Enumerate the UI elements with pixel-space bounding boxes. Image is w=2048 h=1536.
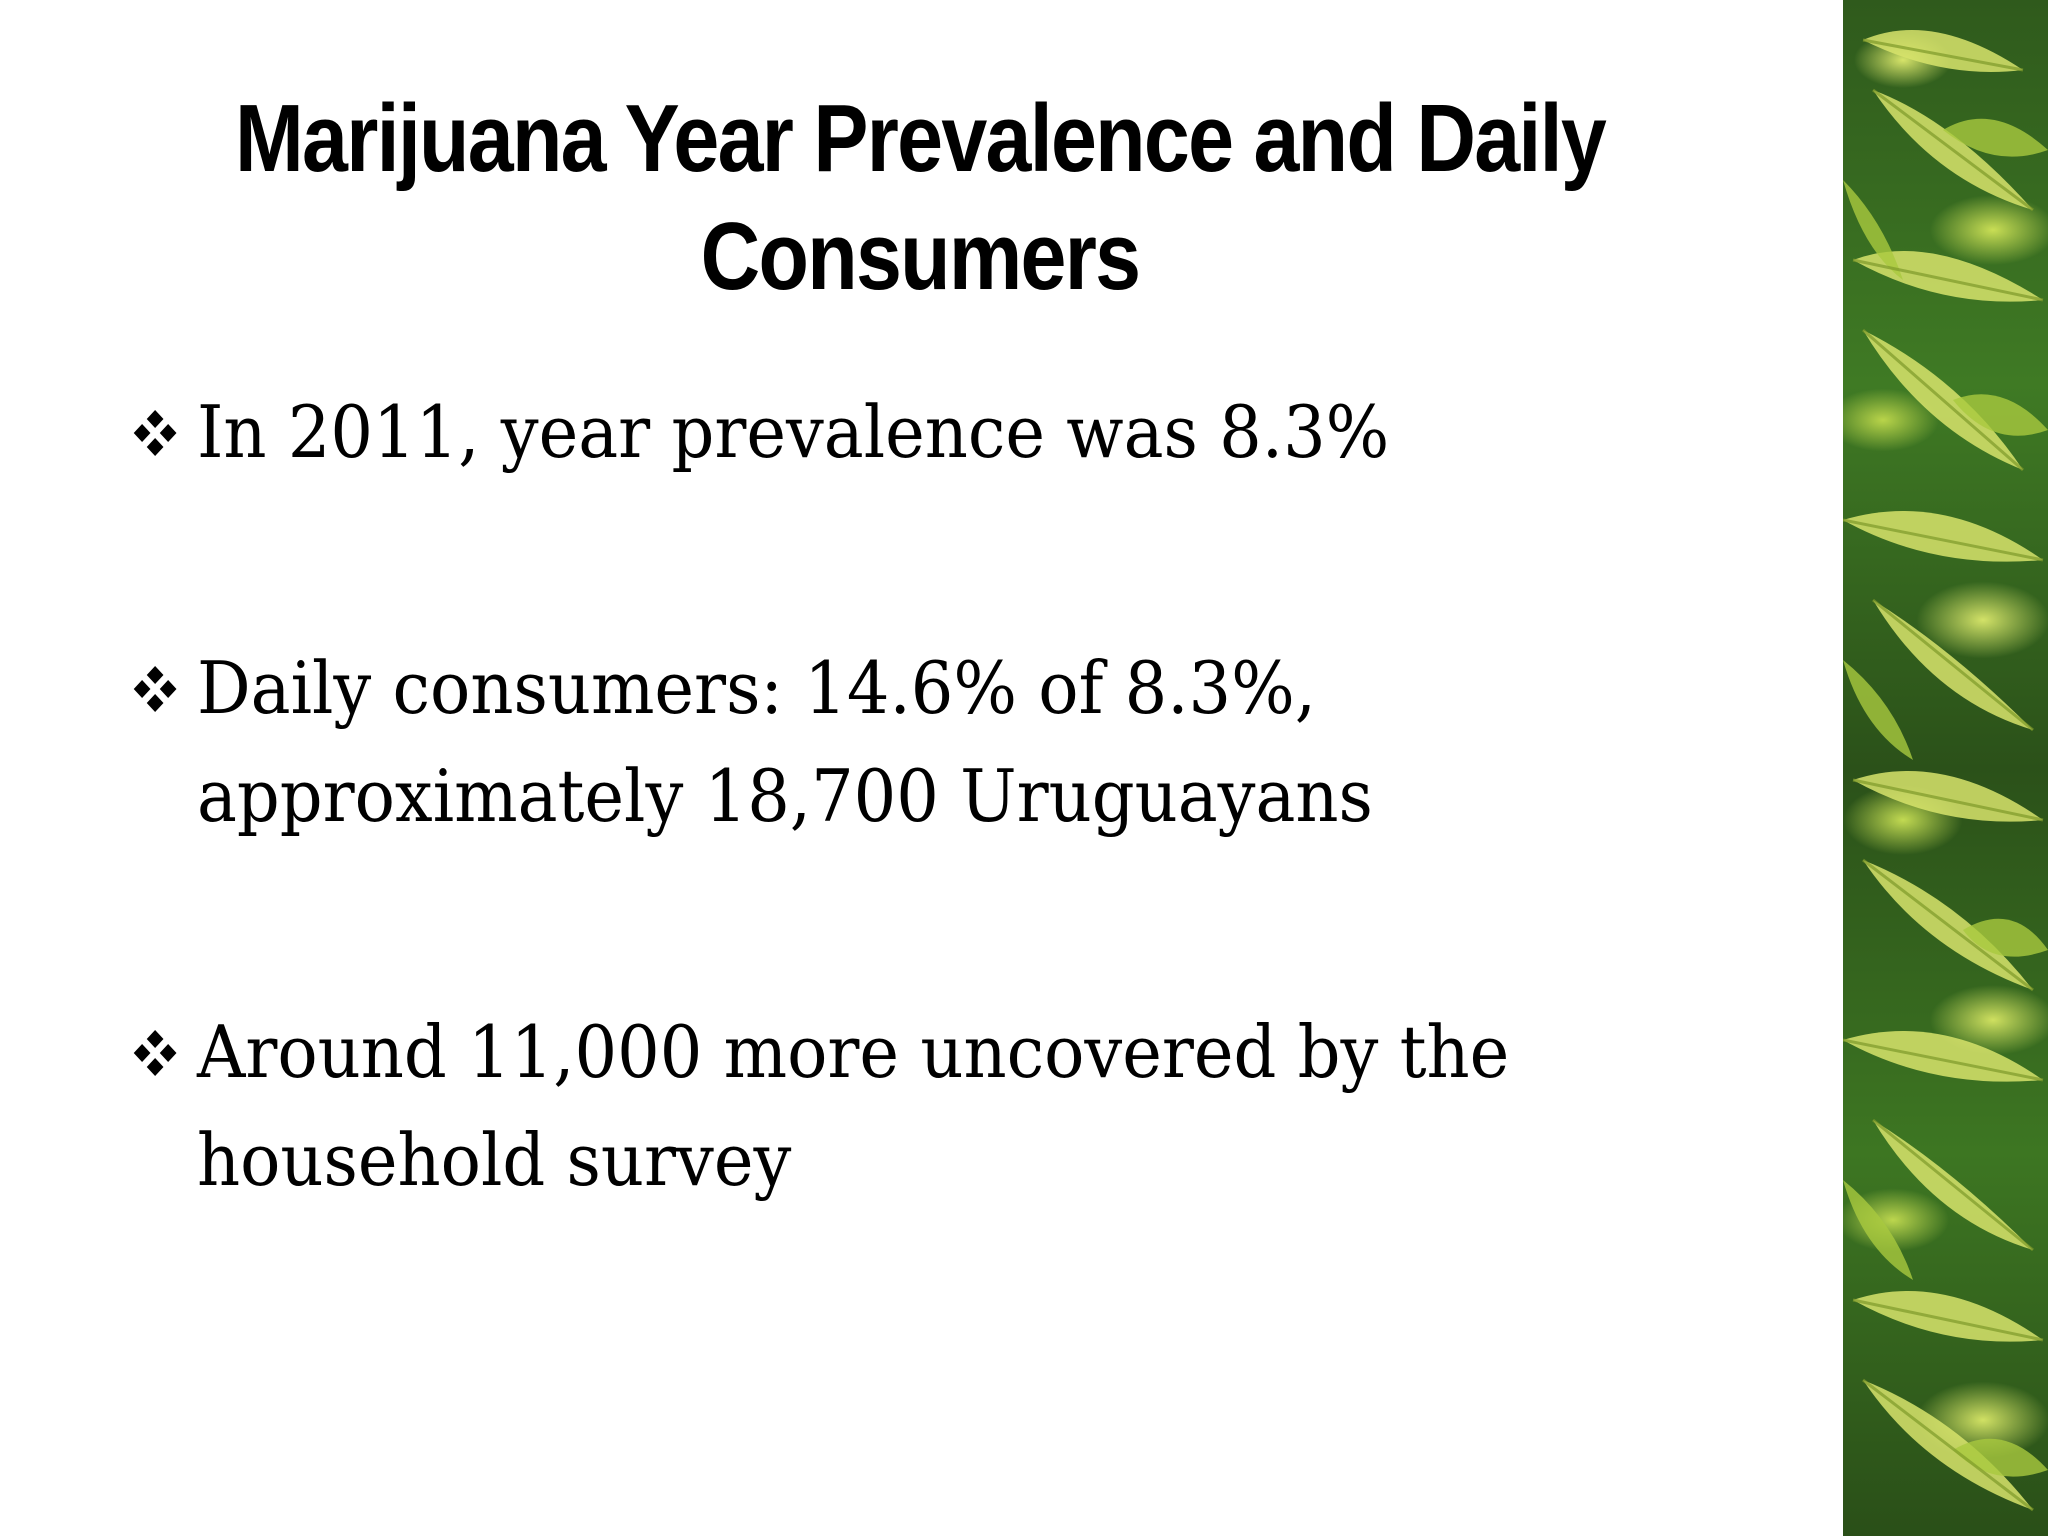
four-diamond-bullet-icon [130,378,191,486]
bullet-text: Around 11,000 more uncovered by the hous… [196,1010,1510,1202]
four-diamond-bullet-icon [130,998,191,1106]
four-diamond-bullet-icon [130,634,191,742]
slide-title: Marijuana Year Prevalence and Daily Cons… [234,85,1607,310]
bullet-item: Around 11,000 more uncovered by the hous… [130,998,1655,1214]
bullet-list: In 2011, year prevalence was 8.3% Daily … [130,378,1770,1362]
bullet-text: In 2011, year prevalence was 8.3% [196,390,1390,474]
bullet-item: In 2011, year prevalence was 8.3% [130,378,1655,486]
bullet-item: Daily consumers: 14.6% of 8.3%, approxim… [130,634,1655,850]
bullet-text: Daily consumers: 14.6% of 8.3%, approxim… [196,646,1373,838]
marijuana-leaves-photo [1843,0,2048,1536]
